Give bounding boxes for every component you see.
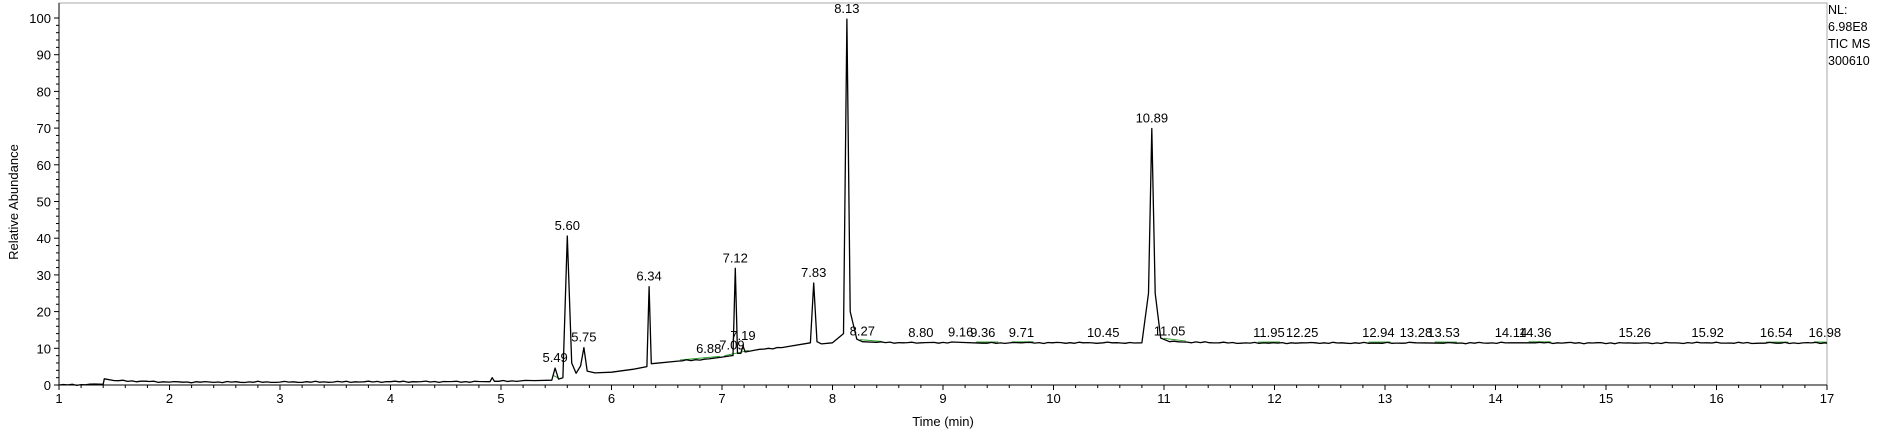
y-tick-label: 60 — [37, 158, 51, 173]
peak-label: 16.98 — [1809, 325, 1842, 340]
peak-label: 10.89 — [1136, 110, 1169, 125]
peak-label: 15.26 — [1618, 325, 1651, 340]
y-tick-label: 10 — [37, 341, 51, 356]
x-tick-label: 11 — [1157, 391, 1171, 406]
y-tick-label: 90 — [37, 48, 51, 63]
peak-label: 12.94 — [1362, 325, 1395, 340]
peak-label: 5.49 — [542, 350, 567, 365]
peak-label: 12.25 — [1286, 325, 1319, 340]
peak-label: 6.34 — [636, 269, 661, 284]
peak-label: 5.60 — [555, 218, 580, 233]
y-tick-label: 0 — [44, 378, 51, 393]
y-axis-title: Relative Abundance — [6, 144, 21, 260]
x-tick-label: 8 — [829, 391, 836, 406]
peak-label: 5.75 — [571, 330, 596, 345]
integration-baseline — [860, 339, 883, 342]
peak-label: 7.83 — [801, 265, 826, 280]
tic-trace — [58, 18, 1828, 387]
integration-baseline — [1163, 337, 1187, 342]
file-name: 300610 — [1828, 54, 1870, 68]
peak-label: 9.71 — [1009, 325, 1034, 340]
x-tick-label: 13 — [1378, 391, 1392, 406]
peak-label: 14.14 — [1495, 325, 1528, 340]
peak-label: 8.80 — [908, 325, 933, 340]
x-tick-label: 14 — [1488, 391, 1502, 406]
y-tick-label: 30 — [37, 268, 51, 283]
peak-label: 9.36 — [970, 325, 995, 340]
peak-label: 14.36 — [1519, 325, 1552, 340]
y-tick-label: 50 — [37, 195, 51, 210]
peak-label: 7.09 — [719, 338, 744, 353]
plot-frame — [58, 2, 1828, 386]
y-tick-label: 70 — [37, 121, 51, 136]
x-tick-label: 9 — [939, 391, 946, 406]
x-tick-label: 16 — [1709, 391, 1723, 406]
peak-label: 11.05 — [1154, 324, 1186, 339]
peak-label: 8.13 — [834, 1, 859, 16]
peak-label: 15.92 — [1691, 325, 1724, 340]
peak-label: 13.28 — [1400, 325, 1433, 340]
x-tick-label: 12 — [1267, 391, 1281, 406]
peak-label: 10.45 — [1087, 325, 1120, 340]
peak-label: 6.88 — [696, 341, 721, 356]
x-tick-label: 5 — [497, 391, 504, 406]
x-axis-title: Time (min) — [912, 414, 974, 429]
peak-label: 16.54 — [1760, 325, 1793, 340]
peak-label: 7.19 — [730, 328, 755, 343]
x-tick-label: 6 — [608, 391, 615, 406]
peak-label: 13.53 — [1427, 325, 1460, 340]
scan-filter: TIC MS — [1828, 37, 1871, 51]
x-tick-label: 1 — [55, 391, 62, 406]
peak-labels: 5.49 5.60 5.75 6.34 6.887.09 7.12 7.19 7.83 8.13… — [542, 1, 1841, 365]
info-box: NL: 6.98E8 TIC MS 300610 — [1828, 2, 1880, 70]
y-tick-label: 20 — [37, 305, 51, 320]
y-tick-label: 100 — [29, 11, 51, 26]
peak-label: 11.95 — [1253, 325, 1285, 340]
x-tick-label: 4 — [387, 391, 394, 406]
peak-label: 9.16 — [948, 324, 973, 339]
peak-label: 8.27 — [850, 324, 875, 339]
x-tick-label: 3 — [276, 391, 283, 406]
nl-value: 6.98E8 — [1828, 20, 1868, 34]
x-tick-label: 15 — [1599, 391, 1613, 406]
y-tick-label: 40 — [37, 231, 51, 246]
x-tick-label: 10 — [1046, 391, 1060, 406]
y-tick-label: 80 — [37, 84, 51, 99]
x-tick-label: 7 — [718, 391, 725, 406]
peak-label: 7.12 — [723, 250, 748, 265]
nl-label: NL: — [1828, 3, 1848, 17]
x-tick-label: 2 — [166, 391, 173, 406]
x-tick-label: 17 — [1820, 391, 1834, 406]
